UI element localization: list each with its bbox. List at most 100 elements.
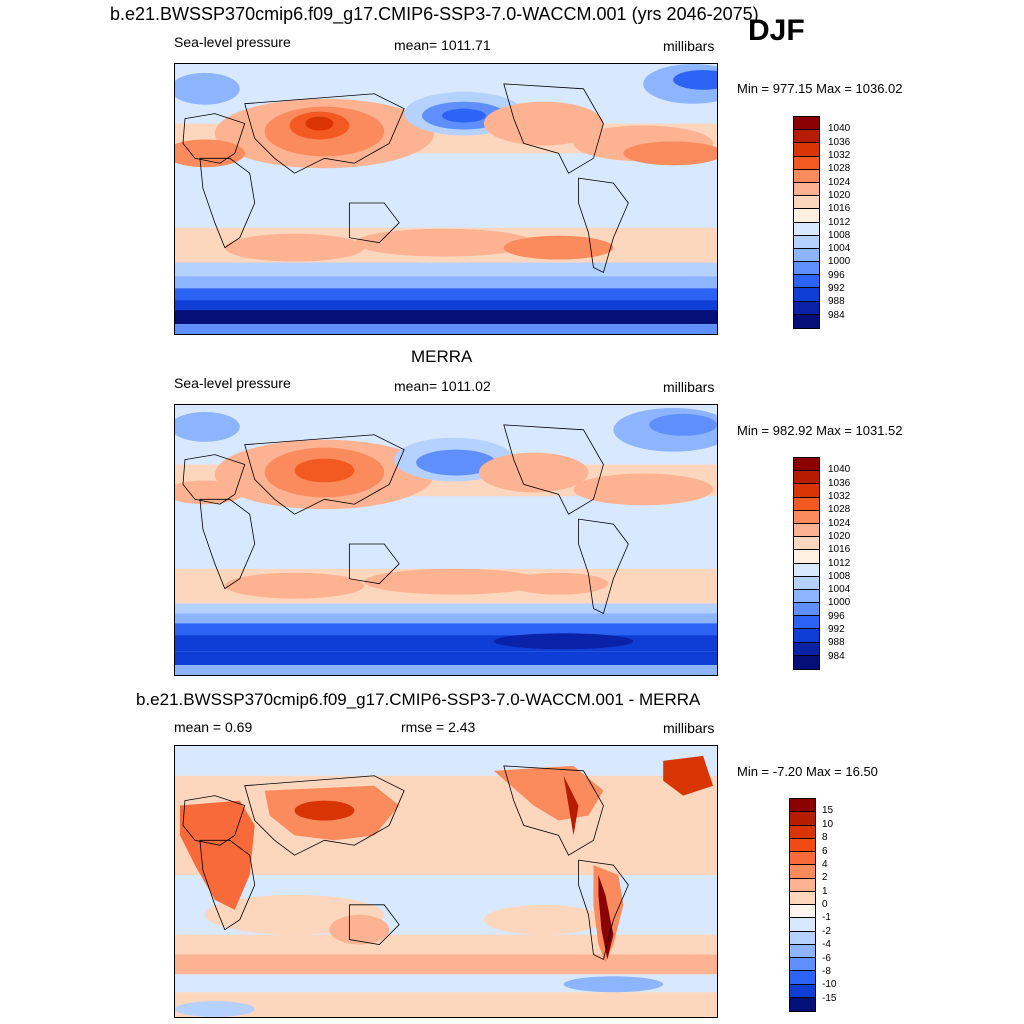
colorbar-swatch [790,997,815,1011]
colorbar-swatch [794,288,819,302]
colorbar-tick-label: 996 [828,269,845,281]
panel3-title: b.e21.BWSSP370cmip6.f09_g17.CMIP6-SSP3-7… [136,690,701,709]
colorbar-swatch [790,971,815,985]
panel1-map [174,63,718,335]
colorbar-tick-label: 1012 [828,216,851,228]
colorbar-swatch [794,484,819,498]
colorbar-tick-label: 1000 [828,256,851,268]
colorbar-tick-label: 1040 [828,464,851,476]
colorbar-swatch [794,471,819,485]
colorbar-tick-label: 996 [828,610,845,622]
colorbar-swatch [794,209,819,223]
colorbar-swatch [790,918,815,932]
colorbar-tick-label: 1032 [828,149,851,161]
colorbar-swatch [794,275,819,289]
colorbar-swatch [794,616,819,630]
colorbar-swatch [794,314,819,328]
colorbar-swatch [794,301,819,315]
colorbar-swatch [794,130,819,144]
colorbar-tick-label: 1036 [828,477,851,489]
colorbar-tick-label: 1016 [828,203,851,215]
colorbar-swatch [794,510,819,524]
colorbar-swatch [794,169,819,183]
colorbar-swatch [794,235,819,249]
colorbar-swatch [794,143,819,157]
colorbar-swatch [790,852,815,866]
panel2-variable-label: Sea-level pressure [174,375,291,391]
colorbar-tick-label: 988 [828,637,845,649]
panel2-title: MERRA [411,347,473,366]
colorbar-swatch [794,642,819,656]
page-title: b.e21.BWSSP370cmip6.f09_g17.CMIP6-SSP3-7… [110,4,759,24]
panel1-variable-label: Sea-level pressure [174,34,291,50]
colorbar-tick-label: 1024 [828,517,851,529]
colorbar-tick-label: 10 [822,818,834,830]
colorbar-tick-label: 992 [828,283,845,295]
colorbar-tick-label: 1000 [828,597,851,609]
colorbar-swatch [794,589,819,604]
colorbar-swatch [794,222,819,236]
colorbar-swatch [794,655,819,669]
colorbar-tick-label: 1008 [828,570,851,582]
colorbar-tick-label: -8 [822,965,831,977]
colorbar-tick-label: 0 [822,899,828,910]
colorbar-tick-label: 992 [828,624,845,636]
colorbar-tick-label: -10 [822,979,837,991]
panel2-units-label: millibars [663,379,715,395]
colorbar-swatch [794,117,819,131]
colorbar-tick-label: 1012 [828,557,851,569]
colorbar-tick-label: 1 [822,885,828,897]
colorbar-swatch [790,905,815,919]
colorbar-swatch [794,196,819,210]
colorbar-tick-label: 1028 [828,163,851,175]
colorbar-swatch [794,248,819,263]
colorbar-swatch [790,958,815,972]
colorbar-tick-label: -2 [822,925,831,937]
colorbar-tick-label: 988 [828,296,845,308]
panel2-minmax: Min = 982.92 Max = 1031.52 [737,423,903,438]
colorbar-swatch [794,497,819,511]
colorbar-swatch [794,458,819,472]
colorbar-tick-label: 8 [822,832,828,844]
colorbar-swatch [790,984,815,998]
colorbar-tick-label: 1020 [828,530,851,542]
panel2-colorbar [793,457,820,670]
colorbar-swatch [794,603,819,617]
panel3-map [174,745,718,1018]
panel2-mean-label: mean= 1011.02 [394,378,491,394]
colorbar-swatch [790,878,815,892]
colorbar-swatch [790,799,815,813]
colorbar-tick-label: -1 [822,912,831,924]
panel3-colorbar-labels: 15 10 8 6 4 2 1 0 -1 -2 -4 -6 -8 -10 -15 [822,798,862,1012]
colorbar-tick-label: 1040 [828,123,851,135]
colorbar-tick-label: 1028 [828,504,851,516]
colorbar-swatch [790,931,815,945]
colorbar-swatch [794,537,819,551]
colorbar-swatch [790,825,815,839]
colorbar-swatch [794,523,819,538]
panel3-mean-label: mean = 0.69 [174,719,253,735]
colorbar-swatch [790,891,815,905]
panel1-minmax: Min = 977.15 Max = 1036.02 [737,81,903,96]
colorbar-tick-label: 1004 [828,243,851,255]
panel3-rmse-label: rmse = 2.43 [401,719,476,735]
colorbar-swatch [794,262,819,276]
colorbar-swatch [794,156,819,170]
colorbar-swatch [790,812,815,826]
panel1-colorbar [793,116,820,329]
colorbar-tick-label: 984 [828,309,845,321]
colorbar-tick-label: 2 [822,872,828,884]
colorbar-tick-label: 1036 [828,136,851,148]
colorbar-tick-label: 1008 [828,229,851,241]
colorbar-tick-label: 4 [822,858,828,870]
colorbar-tick-label: 6 [822,845,828,857]
colorbar-swatch [790,838,815,852]
colorbar-tick-label: 1024 [828,176,851,188]
panel1-mean-label: mean= 1011.71 [394,37,491,53]
panel1-units-label: millibars [663,38,715,54]
colorbar-tick-label: -4 [822,939,831,951]
colorbar-swatch [794,576,819,590]
colorbar-swatch [794,629,819,643]
colorbar-swatch [790,944,815,958]
panel3-colorbar [789,798,816,1012]
